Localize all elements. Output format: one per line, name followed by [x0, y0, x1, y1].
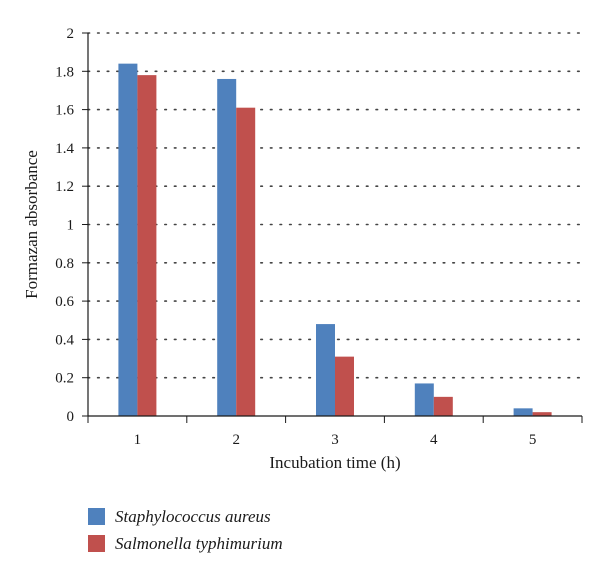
legend-swatch-salmonella-typhimurium [88, 535, 105, 552]
legend-label-staphylococcus-aureus: Staphylococcus aureus [115, 507, 271, 526]
y-tick-label: 1.4 [55, 141, 74, 157]
x-tick-label: 1 [134, 432, 142, 448]
y-tick-label: 0.8 [55, 256, 74, 272]
x-tick-label: 5 [529, 432, 537, 448]
y-tick-label: 1.2 [55, 179, 74, 195]
bar-staphylococcus-aureus-1 [118, 63, 138, 416]
y-axis-title: Formazan absorbance [22, 150, 41, 299]
x-tick-label: 2 [232, 432, 240, 448]
bar-salmonella-typhimurium-2 [236, 107, 256, 416]
y-tick-label: 1.8 [55, 64, 74, 80]
y-tick-label: 1.6 [55, 103, 74, 119]
legend: Staphylococcus aureus Salmonella typhimur… [88, 507, 283, 553]
bar-salmonella-typhimurium-4 [433, 396, 453, 416]
x-tick-label: 4 [430, 432, 438, 448]
y-tick-label: 2 [67, 26, 75, 42]
y-tick-label: 0.6 [55, 294, 74, 310]
x-axis-title: Incubation time (h) [269, 453, 400, 472]
y-tick-label: 1 [67, 218, 75, 234]
bar-salmonella-typhimurium-3 [335, 356, 354, 416]
y-tick-label: 0.4 [55, 332, 74, 348]
bar-staphylococcus-aureus-3 [316, 324, 335, 416]
bar-staphylococcus-aureus-5 [513, 408, 533, 416]
y-tick-labels: 0 0.2 0.4 0.6 0.8 1 1.2 1.4 1.6 1.8 2 [55, 26, 88, 425]
legend-swatch-staphylococcus-aureus [88, 508, 105, 525]
x-tick-labels: 1 2 3 4 5 [87, 416, 583, 448]
bar-staphylococcus-aureus-2 [217, 78, 237, 417]
bar-salmonella-typhimurium-5 [532, 412, 552, 416]
y-tick-label: 0 [67, 409, 75, 425]
bar-salmonella-typhimurium-1 [137, 75, 157, 416]
bars [118, 63, 552, 417]
y-tick-label: 0.2 [55, 371, 74, 387]
x-tick-label: 3 [331, 432, 339, 448]
bar-staphylococcus-aureus-4 [414, 383, 434, 416]
legend-label-salmonella-typhimurium: Salmonella typhimurium [115, 534, 283, 553]
